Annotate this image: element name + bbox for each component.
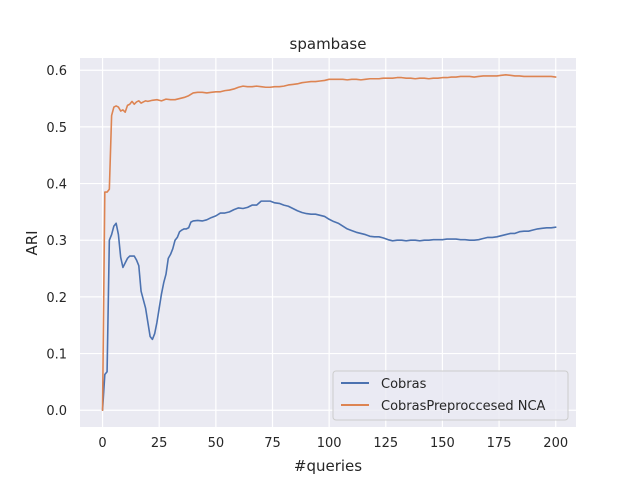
chart-title: spambase [290,35,367,53]
x-tick-label: 100 [317,436,342,451]
y-tick-label: 0.3 [46,234,67,249]
legend-box [332,370,569,421]
y-tick-label: 0.4 [46,178,67,193]
legend-label-cobras: Cobras [381,377,427,392]
x-tick-label: 125 [373,436,398,451]
x-tick-label: 200 [543,436,568,451]
x-tick-label: 0 [98,436,106,451]
plot-background [80,58,576,427]
series-line-cobraspreproccesed-nca [101,73,557,412]
series-group [101,73,557,412]
y-tick-label: 0.0 [46,404,67,419]
legend: Cobras CobrasPreproccesed NCA [332,370,569,421]
y-tick-labels: 0.0 0.1 0.2 0.3 0.4 0.5 0.6 [46,64,67,419]
x-tick-labels: 0 25 50 75 100 125 150 175 200 [98,436,568,451]
x-tick-label: 150 [430,436,455,451]
y-tick-label: 0.2 [46,291,67,306]
legend-label-cobras-nca: CobrasPreproccesed NCA [381,399,546,414]
y-tick-label: 0.6 [46,64,67,79]
series-line-cobras [101,200,557,412]
x-tick-label: 75 [264,436,281,451]
x-tick-label: 25 [151,436,168,451]
y-tick-label: 0.5 [46,121,67,136]
x-axis-label: #queries [294,457,362,475]
y-tick-label: 0.1 [46,348,67,363]
x-tick-label: 175 [487,436,512,451]
y-axis-label: ARI [23,230,41,255]
x-tick-label: 50 [208,436,225,451]
